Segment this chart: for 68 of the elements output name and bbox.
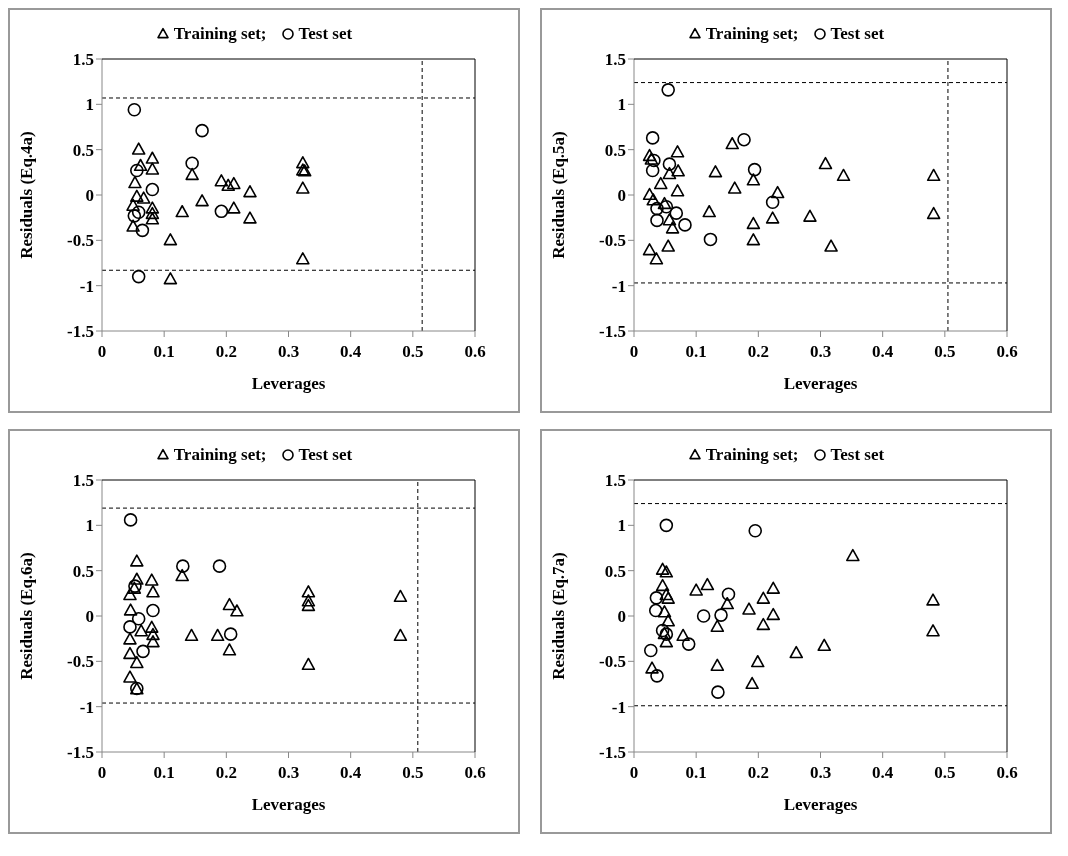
- x-tick-label: 0.1: [153, 342, 175, 362]
- y-tick-label: 1.5: [604, 471, 626, 491]
- y-axis-title: Residuals (Eq.5a): [549, 131, 569, 259]
- legend-label: Training set;: [705, 445, 799, 465]
- y-tick-label: 1: [85, 95, 94, 115]
- y-tick-label: -0.5: [599, 231, 626, 251]
- y-tick-label: 0: [85, 607, 94, 627]
- x-axis-title: Leverages: [251, 374, 326, 393]
- y-tick-label: 1.5: [72, 471, 94, 491]
- x-tick-label: 0.2: [215, 763, 237, 783]
- x-tick-label: 0.3: [809, 342, 832, 362]
- x-tick-label: 0.6: [464, 763, 486, 783]
- x-tick-label: 0.6: [996, 342, 1018, 362]
- x-tick-label: 0.1: [685, 342, 707, 362]
- y-tick-label: -1.5: [599, 743, 626, 763]
- y-axis-title: Residuals (Eq.7a): [549, 552, 569, 680]
- x-tick-label: 0.1: [685, 763, 707, 783]
- x-tick-label: 0.2: [215, 342, 237, 362]
- y-tick-label: -1.5: [67, 322, 94, 342]
- y-tick-label: -1.5: [599, 322, 626, 342]
- x-tick-label: 0.5: [934, 342, 956, 362]
- x-tick-label: 0.1: [153, 763, 175, 783]
- y-tick-label: -0.5: [67, 652, 94, 672]
- x-tick-label: 0.5: [402, 763, 424, 783]
- x-axis-title: Leverages: [251, 795, 326, 814]
- x-tick-label: 0.3: [277, 342, 300, 362]
- x-tick-label: 0.5: [402, 342, 424, 362]
- legend-label: Test set: [830, 24, 885, 44]
- y-tick-label: -0.5: [599, 652, 626, 672]
- x-tick-label: 0.4: [340, 763, 362, 783]
- legend-label: Test set: [298, 445, 353, 465]
- x-axis-title: Leverages: [783, 374, 858, 393]
- y-tick-label: -1: [79, 276, 94, 296]
- x-tick-label: 0.2: [747, 763, 769, 783]
- x-axis-title: Leverages: [783, 795, 858, 814]
- legend-label: Training set;: [173, 24, 267, 44]
- y-tick-label: -1: [611, 697, 626, 717]
- y-tick-label: -1: [611, 276, 626, 296]
- y-tick-label: 0.5: [72, 140, 94, 160]
- y-tick-label: 0.5: [604, 140, 626, 160]
- legend-label: Training set;: [705, 24, 799, 44]
- y-tick-label: 1.5: [604, 50, 626, 70]
- legend-label: Test set: [298, 24, 353, 44]
- x-tick-label: 0.6: [996, 763, 1018, 783]
- x-tick-label: 0.6: [464, 342, 486, 362]
- y-tick-label: -0.5: [67, 231, 94, 251]
- y-tick-label: -1: [79, 697, 94, 717]
- x-tick-label: 0.4: [340, 342, 362, 362]
- legend-label: Test set: [830, 445, 885, 465]
- y-tick-label: 1: [85, 516, 94, 536]
- y-tick-label: 0.5: [604, 561, 626, 581]
- y-axis-title: Residuals (Eq.6a): [17, 552, 37, 680]
- x-tick-label: 0.4: [872, 763, 894, 783]
- y-tick-label: 1.5: [72, 50, 94, 70]
- x-tick-label: 0.3: [809, 763, 832, 783]
- y-tick-label: 0: [617, 186, 626, 206]
- y-tick-label: 1: [617, 516, 626, 536]
- y-tick-label: 1: [617, 95, 626, 115]
- x-tick-label: 0.3: [277, 763, 300, 783]
- x-tick-label: 0.5: [934, 763, 956, 783]
- y-tick-label: 0.5: [72, 561, 94, 581]
- y-tick-label: 0: [617, 607, 626, 627]
- x-tick-label: 0.2: [747, 342, 769, 362]
- legend-label: Training set;: [173, 445, 267, 465]
- y-tick-label: 0: [85, 186, 94, 206]
- y-axis-title: Residuals (Eq.4a): [17, 131, 37, 259]
- y-tick-label: -1.5: [67, 743, 94, 763]
- x-tick-label: 0.4: [872, 342, 894, 362]
